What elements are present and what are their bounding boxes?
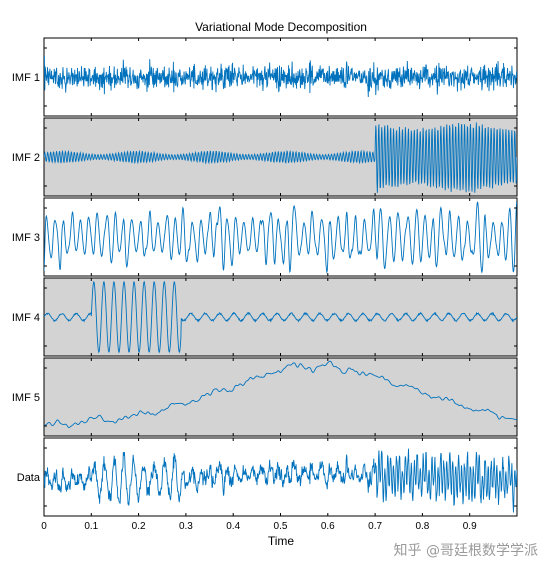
panel-4: IMF 4 (12, 277, 518, 357)
panel-label: IMF 3 (12, 232, 40, 244)
panel-3: IMF 3 (12, 197, 518, 277)
x-tick-label: 0 (41, 521, 47, 532)
series-line-1 (44, 55, 517, 98)
panel-label: IMF 5 (12, 392, 40, 404)
series-line-2 (44, 122, 517, 193)
panel-5: IMF 5 (12, 357, 518, 437)
panel-label: IMF 1 (12, 72, 40, 84)
panel-2: IMF 2 (12, 117, 518, 197)
x-tick-label: 0.2 (132, 521, 146, 532)
chart-title: Variational Mode Decomposition (195, 20, 367, 34)
x-tick-label: 0.6 (321, 521, 335, 532)
x-tick-label: 0.3 (179, 521, 193, 532)
x-tick-label: 0.4 (226, 521, 240, 532)
panel-6: Data (17, 437, 518, 517)
panel-label: IMF 4 (12, 312, 40, 324)
series-line-6 (44, 448, 517, 513)
series-line-3 (44, 201, 517, 274)
x-tick-label: 0.8 (415, 521, 429, 532)
x-tick-label: 0.1 (84, 521, 98, 532)
panel-1: IMF 1 (12, 37, 518, 117)
x-tick-label: 0.5 (274, 521, 288, 532)
panel-label: Data (17, 472, 41, 484)
series-line-4 (44, 280, 517, 354)
x-tick-label: 0.7 (368, 521, 382, 532)
watermark-text: 知乎 @哥廷根数学学派 (393, 543, 538, 559)
panels-group: IMF 1 IMF 2 IMF 3 IMF 4 IMF 5 Data (12, 37, 518, 517)
x-axis: 0 0.1 0.2 0.3 0.4 0.5 0.6 0.7 0.8 0.9 (41, 521, 477, 532)
panel-label: IMF 2 (12, 152, 40, 164)
x-axis-label: Time (268, 534, 295, 548)
series-line-5 (44, 360, 517, 428)
x-tick-label: 0.9 (463, 521, 477, 532)
